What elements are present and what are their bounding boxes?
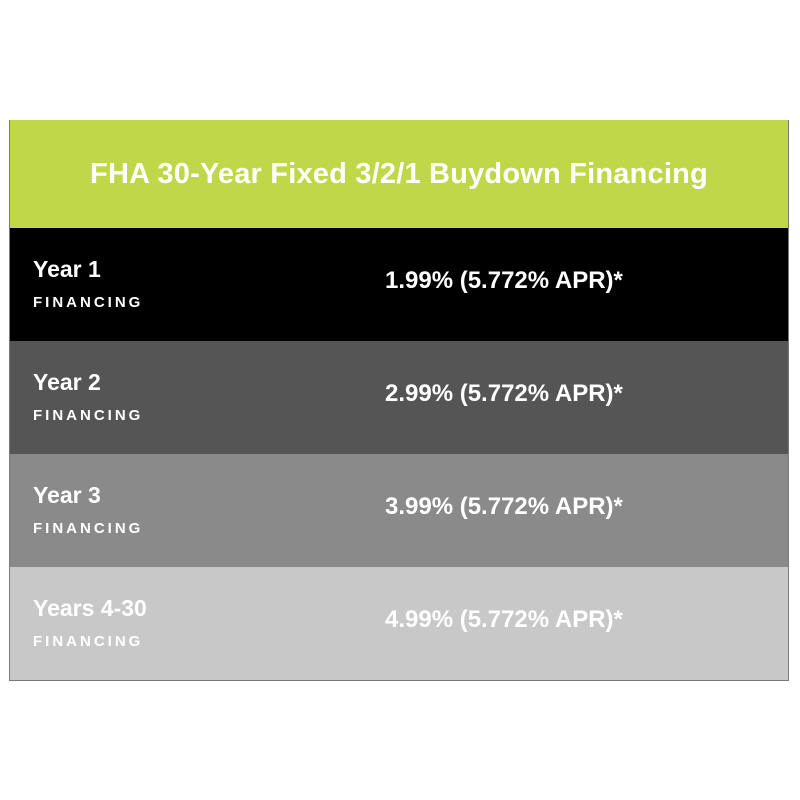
row-rate: 3.99% (5.772% APR)* [385,493,623,520]
table-row: Year 2 FINANCING 2.99% (5.772% APR)* [10,341,788,454]
row-label: FINANCING [33,520,144,537]
row-term: Year 3 [33,482,101,508]
buydown-rate-table: FHA 30-Year Fixed 3/2/1 Buydown Financin… [9,120,789,681]
row-rate: 1.99% (5.772% APR)* [385,267,623,294]
row-term: Years 4-30 [33,595,147,621]
row-label: FINANCING [33,294,144,311]
row-label: FINANCING [33,633,144,650]
row-label: FINANCING [33,407,144,424]
row-rate: 2.99% (5.772% APR)* [385,380,623,407]
table-title: FHA 30-Year Fixed 3/2/1 Buydown Financin… [90,157,708,190]
table-row: Years 4-30 FINANCING 4.99% (5.772% APR)* [10,567,788,680]
table-header: FHA 30-Year Fixed 3/2/1 Buydown Financin… [10,120,788,228]
table-row: Year 3 FINANCING 3.99% (5.772% APR)* [10,454,788,567]
table-row: Year 1 FINANCING 1.99% (5.772% APR)* [10,228,788,341]
row-rate: 4.99% (5.772% APR)* [385,606,623,633]
row-term: Year 2 [33,369,101,395]
row-term: Year 1 [33,256,101,282]
